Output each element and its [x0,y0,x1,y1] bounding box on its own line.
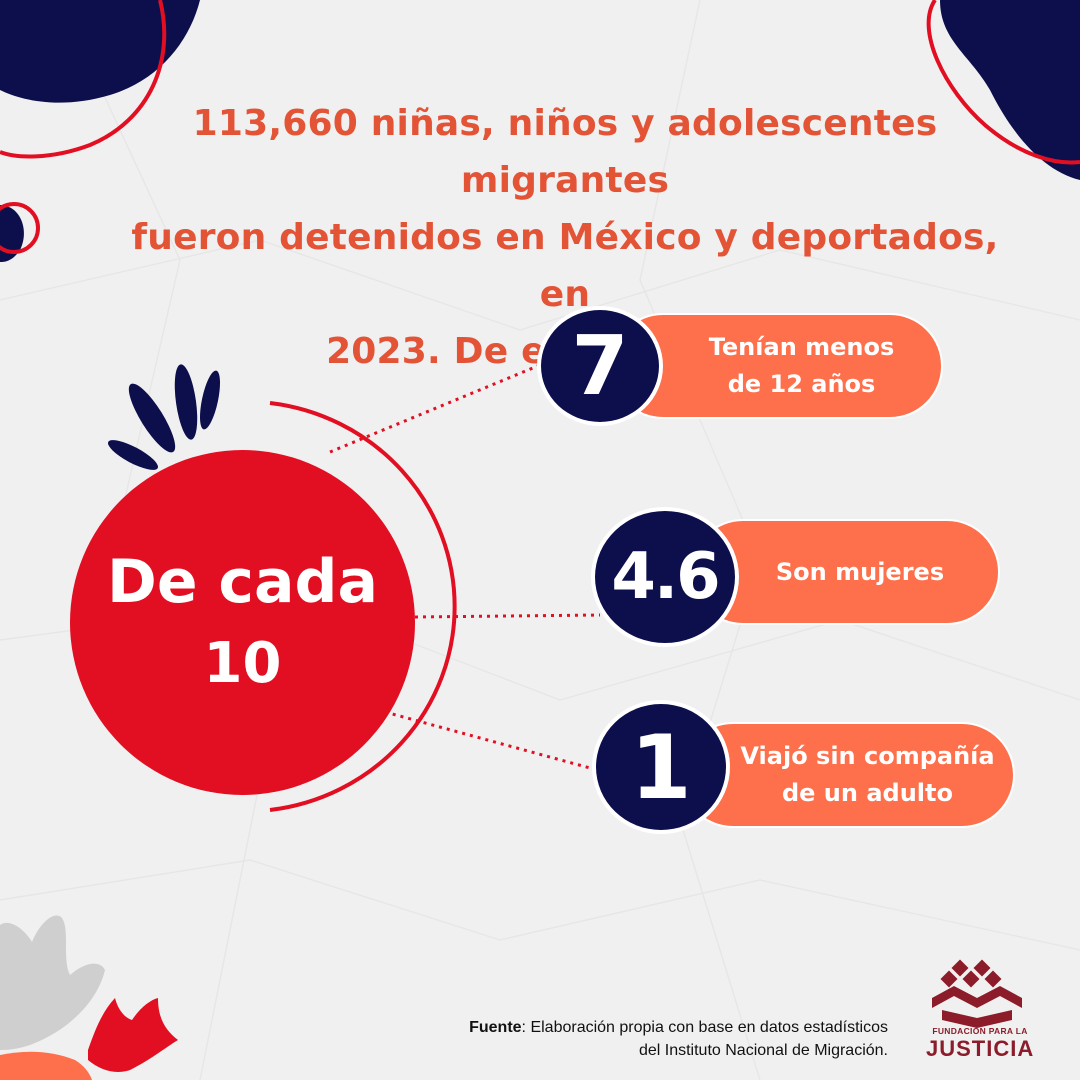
stat-label-line-1: Viajó sin compañía [740,742,995,770]
headline-line-2: fueron detenidos en México y deportados,… [131,217,999,315]
fundacion-justicia-logo-icon [932,959,1022,1028]
stat-number-circle: 1 [592,700,730,834]
stat-number-circle: 7 [537,306,663,426]
orange-shape-bottom-left [0,1051,92,1080]
red-orbit-arc [269,401,457,812]
dotted-connectors [329,363,601,770]
stat-number: 7 [571,318,629,414]
source-line-1: : Elaboración propia con base en datos e… [521,1019,888,1036]
stat-label-line-2: de un adulto [781,779,953,807]
stat-label-line-1: Tenían menos [708,333,895,361]
navy-blob-top-left [0,0,200,103]
stat-number: 4.6 [611,540,720,614]
stat-pill-unaccompanied: Viajó sin compañía de un adulto [680,722,1015,828]
source-label: Fuente [469,1019,522,1036]
stat-number: 1 [630,715,692,819]
navy-petals [107,364,221,470]
navy-blob-top-right [940,0,1080,180]
stat-number-circle: 4.6 [591,507,739,647]
stat-pill-women: Son mujeres [690,519,1000,625]
logo-text-big: JUSTICIA [926,1036,1035,1061]
logo-text-small: FUNDACIÓN PARA LA [932,1026,1028,1036]
center-circle-line-2: 10 [203,630,282,696]
stat-label-line-1: Son mujeres [775,557,945,586]
headline-line-1: 113,660 niñas, niños y adolescentes migr… [192,103,938,201]
red-ring-top-right [926,0,1080,165]
center-circle-line-1: De cada [107,546,378,617]
stat-pill-under-12: Tenían menos de 12 años [610,313,943,419]
red-leaf-bottom-left [88,998,178,1072]
navy-blob-left [0,205,24,262]
red-ring-left [0,202,40,254]
red-ring-top-left [0,0,167,159]
source-line-2: del Instituto Nacional de Migración. [638,1042,888,1059]
source-note: Fuente: Elaboración propia con base en d… [469,1016,888,1062]
stat-label-line-2: de 12 años [727,370,876,398]
gray-leaf-bottom-left [0,915,105,1050]
center-circle: De cada 10 [70,450,415,795]
